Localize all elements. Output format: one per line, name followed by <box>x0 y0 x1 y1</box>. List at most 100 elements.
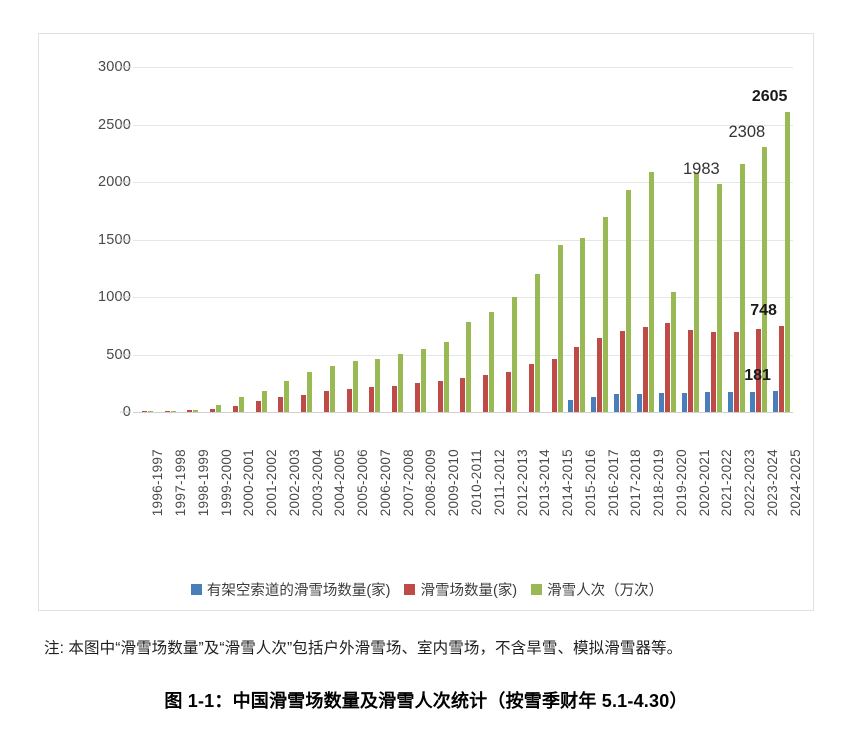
x-axis-label: 2010-2011 <box>469 449 484 516</box>
bar <box>694 173 700 412</box>
legend-swatch-icon <box>404 584 416 595</box>
bar-cluster <box>179 67 202 412</box>
bar <box>141 410 147 412</box>
x-axis-label: 2009-2010 <box>446 449 462 517</box>
bar <box>580 238 586 412</box>
bar <box>261 391 267 412</box>
bar <box>785 112 791 412</box>
bar-cluster <box>770 67 793 412</box>
chart-legend: 有架空索道的滑雪场数量(家) 滑雪场数量(家) 滑雪人次（万次） <box>39 579 815 600</box>
bar <box>512 297 517 412</box>
bar <box>506 371 511 412</box>
gridline <box>133 412 793 413</box>
bar <box>489 311 495 412</box>
bar <box>682 393 688 412</box>
x-axis-label: 2013-2014 <box>537 449 553 517</box>
x-axis-labels: 1996-1997 1997-1998 1998-1999 1999-2000 2000… <box>133 445 802 565</box>
bar-cluster <box>725 67 748 412</box>
bar <box>301 394 307 412</box>
bar-cluster <box>747 67 770 412</box>
y-axis-tick-mark <box>120 411 131 413</box>
bar <box>534 274 540 412</box>
bar-cluster <box>679 67 702 412</box>
x-axis-label: 2012-2013 <box>514 449 530 517</box>
bar <box>773 391 779 412</box>
bar <box>625 190 631 412</box>
gridline <box>133 182 793 183</box>
x-axis-label: 2017-2018 <box>628 449 644 517</box>
data-label: 2308 <box>728 122 766 141</box>
y-axis-tick-label: 1000 <box>97 289 131 305</box>
legend-item[interactable]: 有架空索道的滑雪场数量(家) <box>190 579 390 600</box>
x-axis-label: 1997-1998 <box>173 449 189 517</box>
bar <box>278 397 284 412</box>
bar <box>437 380 443 412</box>
x-axis-label: 2018-2019 <box>651 449 667 517</box>
bar <box>551 359 557 412</box>
bar <box>346 389 352 412</box>
bar <box>603 216 609 412</box>
x-axis-label: 2016-2017 <box>605 449 621 517</box>
bar-cluster <box>224 67 247 412</box>
bar <box>557 245 563 412</box>
bar <box>574 346 580 412</box>
bar <box>307 371 313 412</box>
x-axis-label: 2002-2003 <box>286 449 302 517</box>
y-axis-tick-label: 1500 <box>97 231 131 248</box>
gridline <box>133 67 793 68</box>
bar <box>671 291 677 412</box>
bar-cluster <box>543 67 566 412</box>
bar <box>284 380 290 412</box>
data-label: 2605 <box>751 88 788 106</box>
gridline <box>133 297 793 298</box>
bar-cluster <box>520 67 543 412</box>
bar <box>187 410 193 412</box>
bar <box>216 405 222 412</box>
bar <box>210 409 216 412</box>
legend-label: 滑雪人次（万次） <box>547 583 664 599</box>
bar <box>460 378 466 412</box>
bar-cluster <box>201 67 224 412</box>
data-label: 748 <box>750 301 777 319</box>
bar <box>414 383 420 412</box>
x-axis-label: 2022-2023 <box>742 449 758 517</box>
bar-cluster <box>429 67 452 412</box>
bar <box>420 349 426 412</box>
bar <box>716 183 722 412</box>
bar-group <box>133 67 793 412</box>
bar-cluster <box>611 67 634 412</box>
bar-cluster <box>338 67 361 412</box>
bar <box>733 331 739 412</box>
legend-swatch-icon <box>531 584 543 595</box>
legend-item[interactable]: 滑雪场数量(家) <box>404 579 517 600</box>
bar <box>352 361 358 412</box>
bar <box>568 399 574 412</box>
x-axis-label: 2014-2015 <box>560 449 576 517</box>
figure-note: 注: 本图中“滑雪场数量”及“滑雪人次”包括户外滑雪场、室内雪场，不含旱雪、模拟… <box>44 640 683 657</box>
x-axis-label: 2004-2005 <box>332 449 348 517</box>
bar-cluster <box>156 67 179 412</box>
bar-cluster <box>383 67 406 412</box>
figure-title: 图 1-1：中国滑雪场数量及滑雪人次统计（按雪季财年 5.1-4.30） <box>164 691 688 711</box>
x-axis-label: 2015-2016 <box>582 449 598 517</box>
bar <box>483 375 489 412</box>
bar-cluster <box>565 67 588 412</box>
bar <box>238 397 244 412</box>
bar-cluster <box>474 67 497 412</box>
x-axis-label: 2003-2004 <box>309 449 325 517</box>
bar <box>398 353 404 412</box>
bar <box>443 341 449 412</box>
y-axis-tick-mark <box>120 181 131 183</box>
x-axis-label: 2011-2012 <box>491 449 507 516</box>
bar-cluster <box>702 67 725 412</box>
data-label: 181 <box>744 367 771 385</box>
x-axis-label: 1996-1997 <box>150 449 166 517</box>
bar <box>147 411 153 412</box>
bar-cluster <box>133 67 156 412</box>
bar <box>392 385 398 412</box>
x-axis-label: 2001-2002 <box>264 449 280 517</box>
legend-item[interactable]: 滑雪人次（万次） <box>531 579 663 600</box>
